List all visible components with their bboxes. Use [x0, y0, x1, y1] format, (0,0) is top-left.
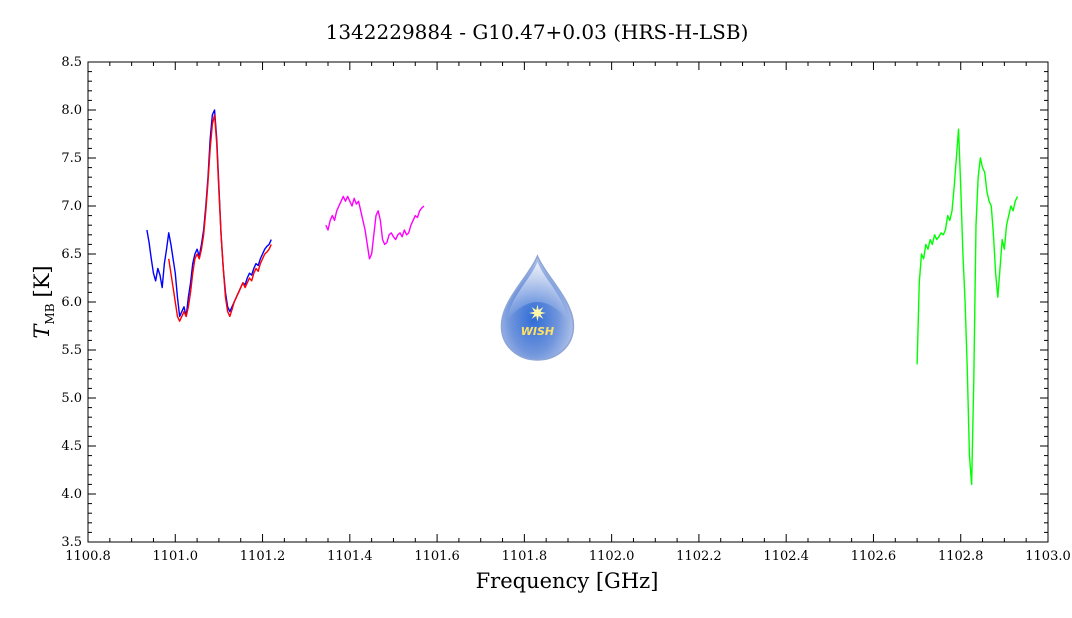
y-tick-label: 6.0: [61, 295, 82, 310]
series-line-4: [916, 128, 1019, 486]
series-line-3: [325, 195, 425, 260]
x-tick-label: 1102.6: [851, 549, 897, 564]
y-tick-label: 8.5: [61, 55, 82, 70]
x-tick-label: 1103.0: [1025, 549, 1071, 564]
series-group: [146, 109, 1019, 486]
x-tick-label: 1101.6: [414, 549, 460, 564]
y-tick-label: 7.5: [61, 151, 82, 166]
y-tick-label: 3.5: [61, 535, 82, 550]
y-tick-label: 5.5: [61, 343, 82, 358]
chart-title: 1342229884 - G10.47+0.03 (HRS-H-LSB): [326, 20, 749, 44]
axis-ticks: [87, 61, 1049, 543]
logo-text: WISH: [521, 325, 554, 338]
water-drop-icon: [500, 253, 575, 361]
x-tick-label: 1101.0: [153, 549, 199, 564]
y-tick-label: 7.0: [61, 199, 82, 214]
x-axis-label: Frequency [GHz]: [476, 569, 659, 593]
x-tick-labels: 1100.8 1101.0 1101.2 1101.4 1101.6 1101.8 1102…: [65, 549, 1071, 564]
wish-logo: ✷ WISH: [500, 253, 575, 361]
svg-text:TMB[K]: TMB [K]: [30, 265, 57, 338]
x-tick-label: 1102.4: [763, 549, 809, 564]
x-tick-label: 1101.8: [502, 549, 548, 564]
x-tick-label: 1102.2: [676, 549, 722, 564]
plot-frame: [87, 61, 1049, 543]
y-axis-label-unit: [K]: [30, 265, 54, 297]
x-tick-label: 1100.8: [65, 549, 111, 564]
y-tick-label: 4.0: [61, 487, 82, 502]
x-tick-label: 1101.4: [327, 549, 373, 564]
y-tick-label: 8.0: [61, 103, 82, 118]
y-tick-labels: 3.5 4.0 4.5 5.0 5.5 6.0 6.5 7.0 7.5 8.0 8.5: [61, 55, 82, 550]
y-tick-label: 4.5: [61, 439, 82, 454]
x-tick-label: 1102.8: [938, 549, 984, 564]
y-tick-label: 5.0: [61, 391, 82, 406]
x-tick-label: 1101.2: [240, 549, 286, 564]
series-line-2: [168, 114, 272, 322]
y-axis-label-sub: MB: [43, 303, 57, 324]
y-axis-label: TMB [K]: [30, 265, 57, 338]
y-tick-label: 6.5: [61, 247, 82, 262]
star-icon: ✷: [528, 302, 546, 327]
series-line-1: [146, 109, 272, 318]
drop-shine: [507, 262, 568, 320]
x-tick-label: 1102.0: [589, 549, 635, 564]
y-axis-label-main: T: [30, 323, 54, 339]
